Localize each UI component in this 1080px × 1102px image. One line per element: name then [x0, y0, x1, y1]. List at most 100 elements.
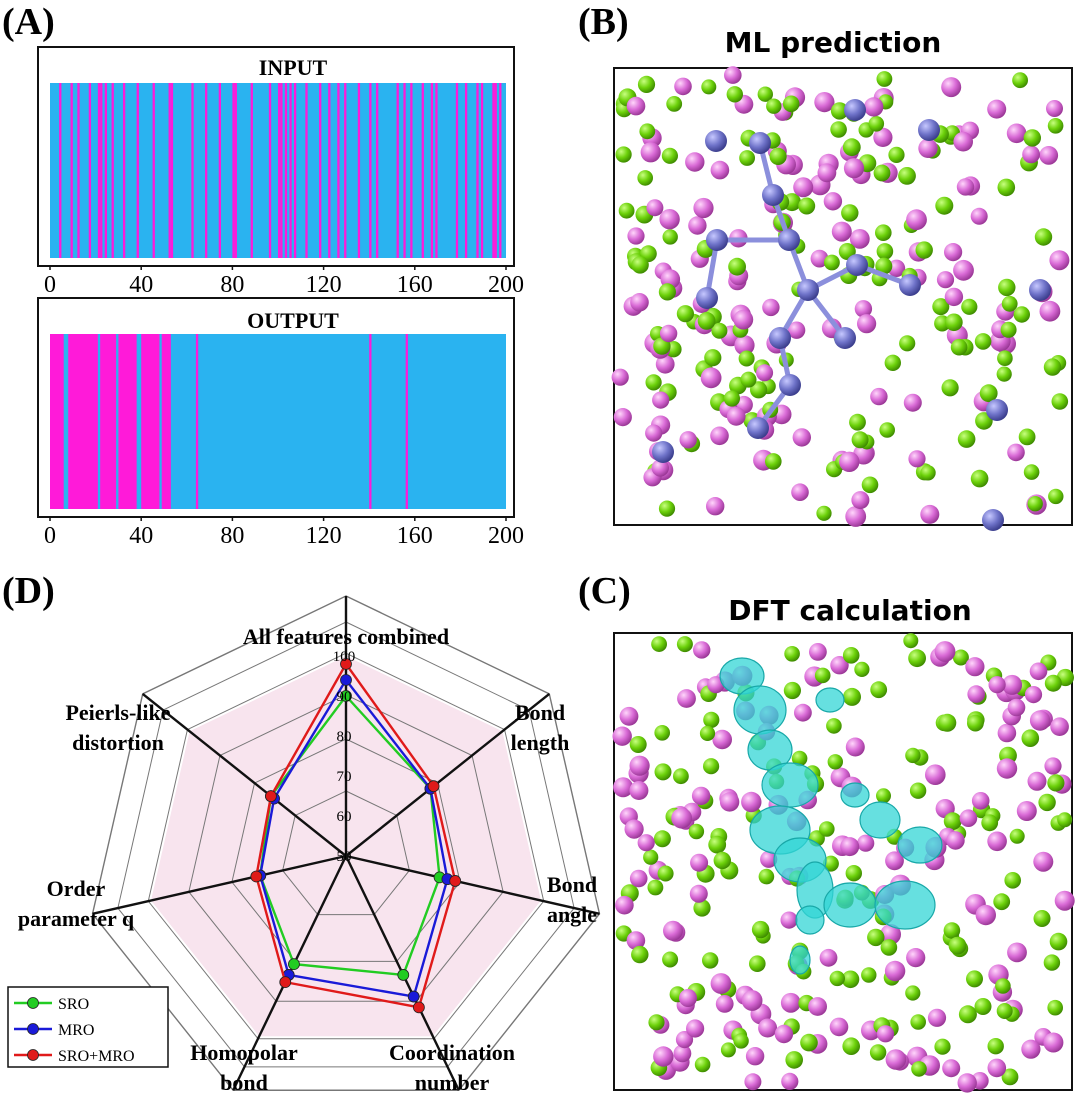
green-atom — [974, 998, 992, 1015]
green-atom — [920, 465, 936, 481]
green-atom — [751, 920, 770, 939]
pink-atom — [688, 216, 707, 235]
pink-atom — [944, 243, 963, 262]
green-atom — [830, 121, 847, 138]
green-atom — [941, 379, 959, 397]
pink-atom — [710, 426, 729, 446]
barcode-strip — [430, 83, 434, 258]
radar-axis-labels: All features combined Bond length Bond angle… — [18, 624, 597, 1095]
green-atom — [854, 661, 870, 678]
green-atom — [758, 868, 775, 885]
pink-atom — [624, 819, 644, 839]
barcode-strip — [464, 83, 468, 258]
pink-atom — [1021, 1039, 1041, 1059]
green-atom — [733, 1033, 749, 1049]
barcode-strip — [195, 334, 199, 509]
radar-ring — [282, 790, 410, 916]
axis-label: number — [415, 1070, 490, 1095]
pink-atom — [659, 209, 680, 230]
pink-atom — [733, 309, 754, 330]
green-atom — [995, 978, 1011, 994]
green-atom — [783, 681, 802, 700]
series-line — [255, 661, 457, 1009]
green-atom — [785, 1051, 803, 1069]
green-atom — [658, 283, 677, 301]
green-atom — [884, 354, 901, 371]
pink-atom — [774, 1024, 794, 1044]
pink-atom — [887, 259, 906, 277]
green-atom — [1043, 954, 1061, 971]
pink-atom — [864, 97, 884, 117]
pink-atom — [626, 931, 646, 950]
barcode-strip — [218, 83, 221, 258]
barcode-strip — [100, 83, 103, 258]
pink-atom — [997, 723, 1017, 743]
pink-atom — [1002, 674, 1023, 695]
pink-atom — [975, 904, 996, 926]
barcode-strip — [278, 83, 281, 258]
green-atom — [673, 768, 689, 785]
pink-atom — [693, 641, 711, 659]
barcode-strip — [499, 83, 502, 258]
pink-atom — [988, 676, 1006, 694]
axis-label: angle — [547, 902, 597, 927]
green-atom — [851, 431, 869, 449]
pink-atom — [629, 781, 649, 800]
barcode-strip — [168, 83, 171, 258]
barcode-strip — [293, 83, 297, 258]
barcode-strip — [410, 83, 413, 258]
pink-atom — [918, 138, 938, 158]
green-atom — [816, 505, 832, 521]
output-x-ticks: 0 40 80 120 160 200 — [44, 516, 524, 549]
blue-atom — [778, 229, 800, 251]
pink-atom — [1033, 851, 1054, 872]
green-atom — [934, 1038, 951, 1055]
green-atom — [631, 256, 649, 274]
pink-atom — [845, 737, 865, 757]
green-atom — [1023, 464, 1040, 480]
barcode-strip — [122, 83, 126, 258]
pink-atom — [829, 1017, 849, 1037]
green-atom — [1047, 118, 1064, 134]
pink-atom — [946, 831, 965, 850]
barcode-strip — [376, 83, 379, 258]
barcode-strip — [50, 334, 64, 509]
pink-atom — [710, 973, 732, 994]
pink-atom — [613, 408, 632, 427]
green-atom — [658, 500, 676, 517]
pink-atom — [645, 424, 663, 442]
barcode-strip — [161, 334, 171, 509]
isosurface-lobe — [789, 945, 811, 975]
pink-atom — [987, 1058, 1007, 1078]
pink-atom — [967, 685, 985, 703]
barcode-strip — [476, 83, 479, 258]
green-atom — [653, 830, 671, 848]
pink-atom — [689, 884, 708, 903]
barcode-strip — [250, 83, 253, 258]
green-atom — [875, 257, 893, 275]
green-atom — [615, 146, 632, 163]
green-atom — [693, 899, 711, 917]
barcode-strip — [97, 83, 101, 258]
barcode-strip — [403, 83, 406, 258]
barcode-strip — [191, 83, 194, 258]
pink-atom — [831, 221, 852, 242]
pink-atom — [870, 387, 888, 406]
axis-label: bond — [220, 1070, 268, 1095]
x-tick-label: 200 — [488, 272, 524, 298]
blue-atom — [797, 279, 819, 301]
green-atom — [782, 95, 800, 113]
pink-atom — [673, 1044, 692, 1063]
pink-atom — [953, 131, 973, 152]
green-atom — [932, 298, 950, 316]
barcode-strip — [136, 83, 139, 258]
pink-atom — [652, 391, 670, 409]
barcode-strip — [305, 83, 308, 258]
green-atom — [943, 812, 962, 831]
barcode-strip — [234, 83, 237, 258]
axis-label: distortion — [72, 730, 164, 755]
pink-atom — [942, 1059, 961, 1078]
green-atom — [800, 1033, 818, 1052]
r-tick-label: 70 — [337, 769, 352, 785]
